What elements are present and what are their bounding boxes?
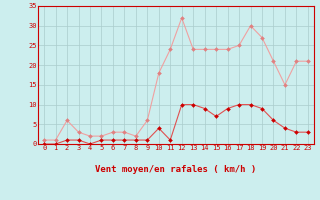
X-axis label: Vent moyen/en rafales ( km/h ): Vent moyen/en rafales ( km/h ): [95, 165, 257, 174]
